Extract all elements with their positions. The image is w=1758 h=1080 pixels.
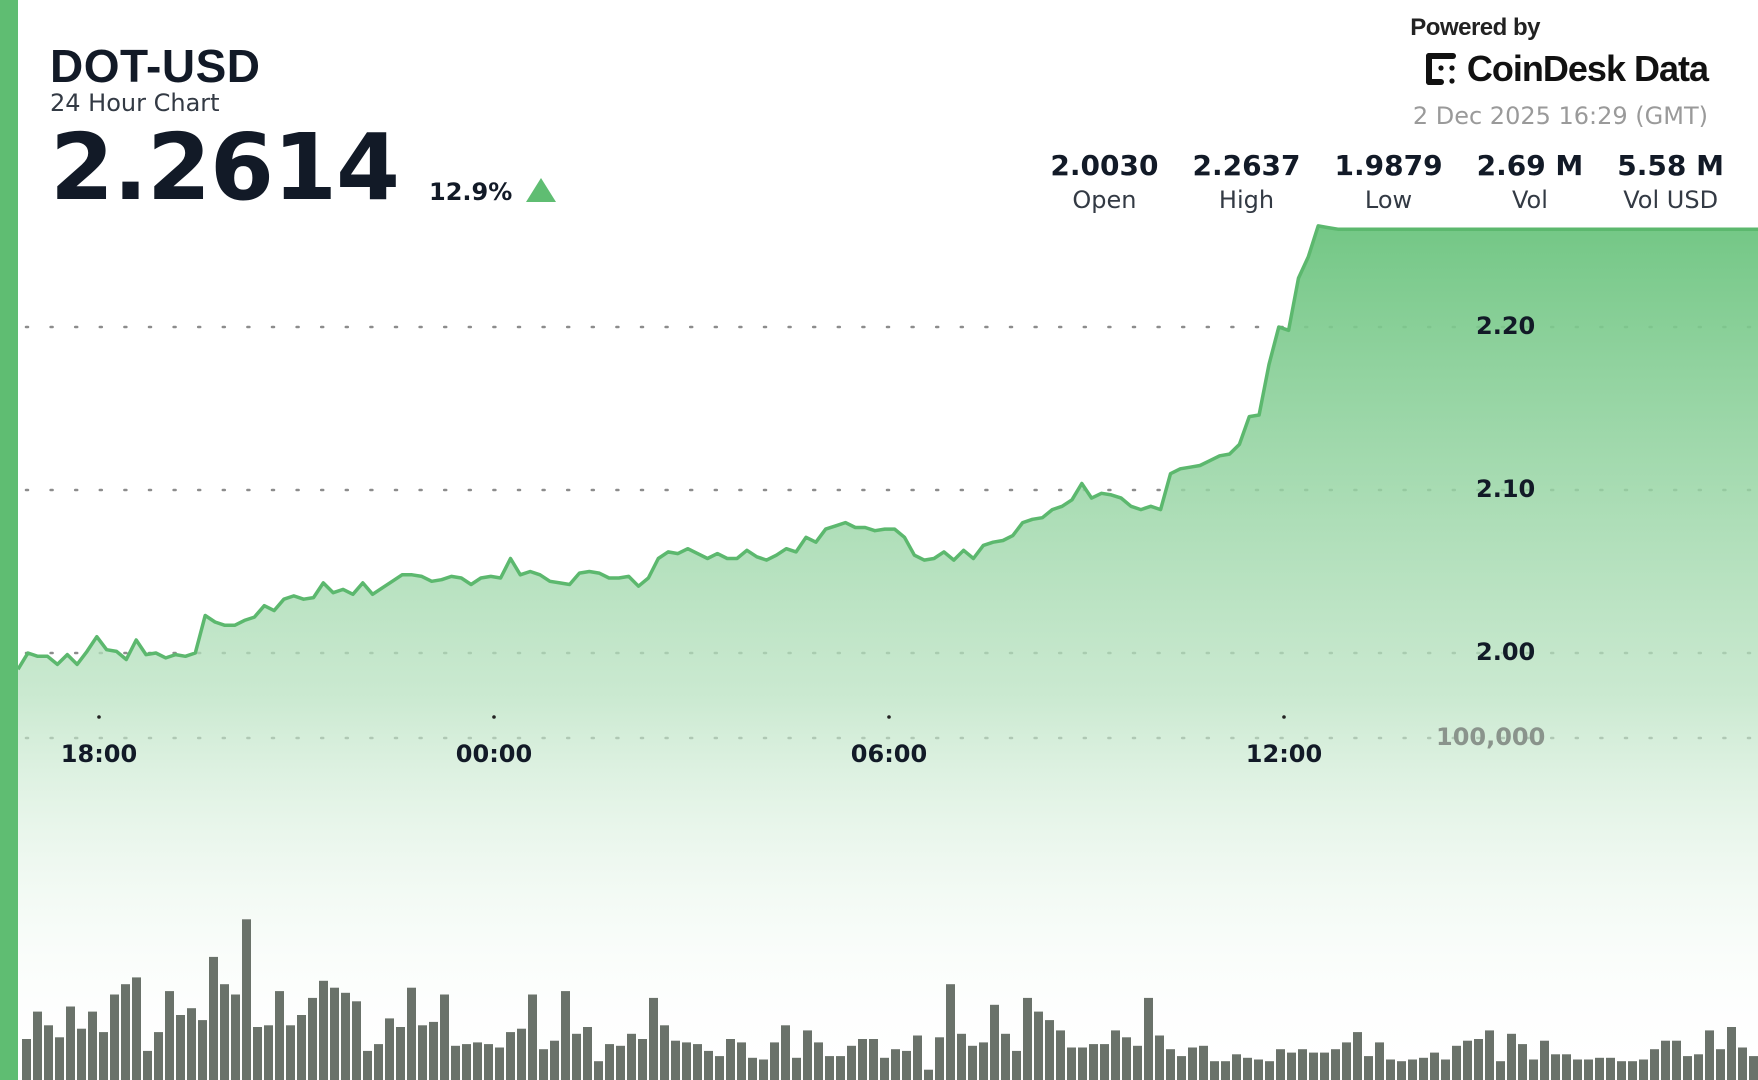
- stat-label: High: [1218, 186, 1275, 214]
- stat-value: 2.0030: [1050, 149, 1159, 182]
- price-row: 2.2614 12.9%: [50, 114, 557, 221]
- stat-label: Vol: [1511, 186, 1548, 214]
- price-area-fill: [18, 225, 1758, 1080]
- brand-block: Powered by CoinDesk Data 2 Dec 2025 16:2…: [1410, 14, 1709, 130]
- coindesk-logo-icon: [1425, 53, 1456, 85]
- chart-subtitle: 24 Hour Chart: [50, 89, 220, 117]
- stat-label: Open: [1072, 186, 1137, 214]
- y-tick-label: 2.20: [1476, 312, 1536, 340]
- coindesk-logo[interactable]: CoinDesk Data: [1410, 48, 1709, 90]
- x-tick-label: 12:00: [1245, 740, 1323, 768]
- stat-vol: 2.69 M Vol: [1477, 150, 1584, 216]
- y-tick-label: 2.10: [1476, 475, 1536, 503]
- x-tick-label: 06:00: [850, 740, 928, 768]
- y-tick-label: 2.00: [1476, 638, 1536, 666]
- stat-value: 1.9879: [1334, 149, 1443, 182]
- powered-by-label: Powered by: [1410, 14, 1540, 41]
- price-line: [16, 224, 1758, 671]
- stat-vol-usd: 5.58 M Vol USD: [1617, 150, 1724, 216]
- x-tick-label: 00:00: [455, 740, 533, 768]
- stat-label: Low: [1364, 186, 1413, 214]
- timestamp: 2 Dec 2025 16:29 (GMT): [1412, 102, 1708, 130]
- change-percent: 12.9%: [429, 178, 513, 206]
- stat-low: 1.9879 Low: [1335, 150, 1443, 216]
- volume-tick-label: 100,000: [1436, 723, 1546, 751]
- current-price: 2.2614: [50, 114, 400, 221]
- stat-value: 2.69 M: [1476, 149, 1584, 182]
- ticker-header: DOT-USD 24 Hour Chart 2.2614 12.9%: [50, 40, 557, 221]
- stat-value: 2.2637: [1192, 149, 1301, 182]
- triangle-up-icon: [526, 178, 557, 202]
- stat-high: 2.2637 High: [1192, 150, 1300, 216]
- accent-edge-strip: [0, 0, 18, 1080]
- volume-bars: [22, 919, 1758, 1080]
- stat-label: Vol USD: [1623, 186, 1719, 214]
- x-tick-markers: [97, 715, 1286, 719]
- stats-row: 2.0030 Open 2.2637 High 1.9879 Low 2.69 …: [1016, 150, 1724, 216]
- symbol-title: DOT-USD: [50, 40, 261, 92]
- brand-name: CoinDesk Data: [1466, 48, 1709, 89]
- x-tick-label: 18:00: [60, 740, 138, 768]
- stat-value: 5.58 M: [1617, 149, 1724, 182]
- stat-open: 2.0030 Open: [1050, 150, 1158, 216]
